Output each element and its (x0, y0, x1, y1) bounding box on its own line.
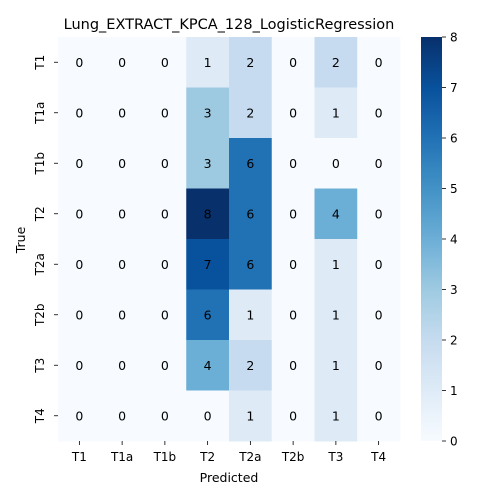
cell-value-label: 0 (289, 408, 297, 423)
cell-value-label: 0 (161, 55, 169, 70)
cell-value-label: 0 (289, 206, 297, 221)
y-axis-label: True (13, 226, 28, 254)
cell-value-label: 0 (161, 358, 169, 373)
cell-value-label: 0 (118, 358, 126, 373)
cell-value-label: 4 (332, 206, 340, 221)
cell-value-label: 1 (246, 408, 254, 423)
cell-value-label: 0 (161, 105, 169, 120)
cell-value-label: 3 (204, 156, 212, 171)
cell-value-label: 0 (75, 156, 83, 171)
colorbar: 0 1 2 3 4 5 6 7 8 (421, 31, 458, 449)
x-tick-label: T2b (281, 450, 305, 464)
cell-value-label: 2 (246, 105, 254, 120)
cell-value-label: 0 (289, 358, 297, 373)
cell-value-label: 0 (289, 156, 297, 171)
cell-value-label: 0 (332, 156, 340, 171)
cell-value-label: 3 (204, 105, 212, 120)
colorbar-tick-label: 6 (450, 132, 458, 146)
cell-value-label: 0 (118, 307, 126, 322)
chart-title: Lung_EXTRACT_KPCA_128_LogisticRegression (64, 17, 395, 33)
cell-value-label: 7 (204, 257, 212, 272)
cell-value-label: 0 (75, 307, 83, 322)
cell-value-label: 0 (161, 307, 169, 322)
cell-value-label: 0 (75, 257, 83, 272)
x-tick-label: T3 (327, 450, 343, 464)
cell-value-label: 0 (118, 206, 126, 221)
cell-value-label: 0 (375, 55, 383, 70)
cell-value-label: 0 (375, 408, 383, 423)
cell-value-label: 0 (289, 105, 297, 120)
cell-value-label: 2 (246, 358, 254, 373)
x-axis: T1 T1a T1b T2 T2a T2b T3 T4 (71, 441, 386, 464)
cell-value-label: 1 (332, 408, 340, 423)
cell-value-label: 1 (204, 55, 212, 70)
y-axis: T1 T1a T1b T2 T2a T2b T3 T4 (33, 55, 58, 424)
y-tick-label: T2b (33, 303, 47, 327)
cell-value-label: 0 (289, 307, 297, 322)
colorbar-tick-label: 3 (450, 283, 458, 297)
x-axis-label: Predicted (200, 470, 259, 485)
cell-value-label: 0 (161, 156, 169, 171)
y-tick-label: T2a (33, 253, 47, 276)
cell-value-label: 0 (204, 408, 212, 423)
x-tick-label: T1 (71, 450, 87, 464)
cell-value-label: 2 (332, 55, 340, 70)
cell-value-label: 2 (246, 55, 254, 70)
cell-value-label: 6 (246, 206, 254, 221)
heatmap-cells (58, 37, 401, 442)
cell-value-label: 0 (375, 257, 383, 272)
y-tick-label: T1 (33, 55, 47, 71)
cell-value-label: 0 (161, 408, 169, 423)
cell-value-label: 1 (246, 307, 254, 322)
colorbar-tick-label: 4 (450, 233, 458, 247)
cell-value-label: 0 (375, 105, 383, 120)
cell-value-label: 6 (204, 307, 212, 322)
cell-value-label: 0 (161, 257, 169, 272)
cell-value-label: 0 (161, 206, 169, 221)
cell-value-label: 0 (118, 257, 126, 272)
cell-value-label: 1 (332, 105, 340, 120)
cell-value-label: 0 (118, 156, 126, 171)
colorbar-tick-label: 7 (450, 81, 458, 95)
y-tick-label: T4 (33, 408, 47, 424)
cell-value-label: 6 (246, 156, 254, 171)
cell-value-label: 0 (375, 307, 383, 322)
cell-value-label: 0 (75, 55, 83, 70)
cell-value-label: 1 (332, 257, 340, 272)
x-tick-label: T2 (199, 450, 215, 464)
cell-value-label: 0 (289, 55, 297, 70)
cell-value-label: 8 (204, 206, 212, 221)
cell-value-label: 0 (118, 55, 126, 70)
cell-value-label: 0 (375, 206, 383, 221)
cell-value-label: 0 (118, 105, 126, 120)
cell-value-label: 0 (375, 156, 383, 171)
x-tick-label: T4 (370, 450, 386, 464)
x-tick-label: T2a (238, 450, 261, 464)
colorbar-tick-label: 5 (450, 182, 458, 196)
colorbar-tick-label: 1 (450, 384, 458, 398)
cell-value-label: 0 (75, 408, 83, 423)
x-tick-label: T1a (110, 450, 133, 464)
y-tick-label: T1a (33, 102, 47, 125)
y-tick-label: T2 (33, 206, 47, 222)
cell-value-label: 4 (204, 358, 212, 373)
cell-value-label: 1 (332, 358, 340, 373)
colorbar-tick-label: 8 (450, 31, 458, 45)
colorbar-gradient (421, 37, 442, 441)
cell-value-label: 0 (75, 206, 83, 221)
y-tick-label: T1b (33, 152, 47, 176)
cell-value-label: 0 (375, 358, 383, 373)
x-tick-label: T1b (153, 450, 177, 464)
cell-value-label: 0 (75, 358, 83, 373)
cell-value-label: 0 (75, 105, 83, 120)
cell-value-label: 6 (246, 257, 254, 272)
colorbar-tick-label: 2 (450, 334, 458, 348)
cell-value-label: 1 (332, 307, 340, 322)
y-tick-label: T3 (33, 358, 47, 374)
colorbar-tick-label: 0 (450, 435, 458, 449)
cell-value-label: 0 (289, 257, 297, 272)
cell-value-label: 0 (118, 408, 126, 423)
